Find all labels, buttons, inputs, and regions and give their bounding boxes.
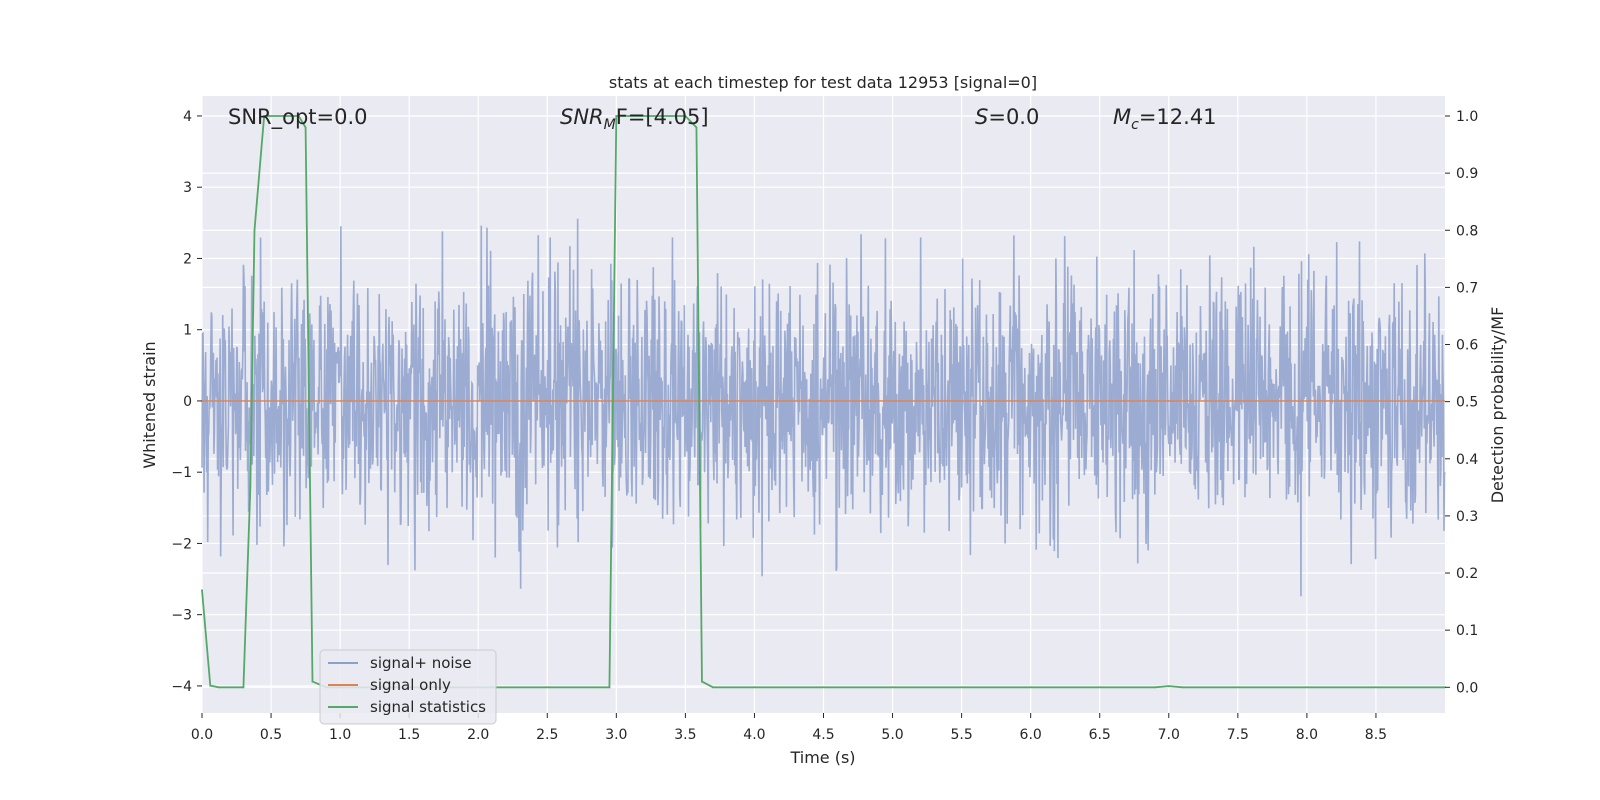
y-tick-label-right: 0.6	[1456, 338, 1478, 354]
legend: signal+ noise signal only signal statist…	[319, 649, 497, 725]
y-tick-label-left: 3	[183, 180, 192, 196]
statistics-point	[201, 589, 203, 592]
x-tick-label: 7.5	[1227, 727, 1249, 743]
legend-label-signal: signal only	[370, 676, 451, 694]
statistics-point	[712, 686, 714, 689]
legend-box	[319, 649, 497, 725]
chart-title: stats at each timestep for test data 129…	[609, 73, 1037, 92]
y-tick-label-left: 4	[183, 109, 192, 125]
y-tick-label-right: 0.0	[1456, 680, 1478, 696]
annotation-snr-mf: SNRMF=[4.05]	[560, 105, 709, 133]
statistics-point	[608, 686, 611, 689]
x-tick-label: 5.0	[881, 727, 903, 743]
x-tick-label: 6.5	[1089, 727, 1111, 743]
noise-line	[201, 218, 1446, 597]
annotations: SNR_opt=0.0 SNRMF=[4.05] S=0.0 Mc=12.41	[228, 105, 1217, 133]
statistics-point	[253, 229, 256, 232]
y-tick-label-left: −2	[171, 536, 192, 552]
x-axis-label: Time (s)	[789, 748, 855, 767]
y-ticks-right: 0.0 0.1 0.2 0.3 0.4 0.5 0.6 0.7 0.8 0.9 1.0	[1445, 109, 1478, 696]
legend-label-statistics: signal statistics	[370, 698, 486, 716]
x-tick-label: 4.5	[812, 727, 834, 743]
y-tick-label-right: 0.8	[1456, 223, 1478, 239]
x-tick-label: 6.0	[1020, 727, 1042, 743]
y-tick-label-right: 1.0	[1456, 109, 1478, 125]
statistics-point	[601, 686, 604, 689]
statistics-point	[304, 126, 307, 129]
statistics-point	[283, 115, 286, 117]
annotation-s: S=0.0	[975, 105, 1039, 129]
y-tick-label-right: 0.4	[1456, 452, 1478, 468]
y-tick-label-right: 0.3	[1456, 509, 1478, 525]
annotation-snr-opt: SNR_opt=0.0	[228, 105, 368, 130]
x-tick-label: 2.0	[467, 727, 489, 743]
statistics-point	[684, 115, 687, 117]
y-tick-label-right: 0.1	[1456, 623, 1478, 639]
y-tick-label-left: 0	[183, 394, 192, 410]
y-tick-label-left: −1	[171, 465, 192, 481]
x-tick-label: 2.5	[536, 727, 558, 743]
statistics-point	[695, 126, 698, 129]
y-tick-label-right: 0.2	[1456, 566, 1478, 582]
statistics-point	[1181, 686, 1184, 689]
y-tick-label-left: −3	[171, 608, 192, 624]
x-tick-label: 4.0	[743, 727, 765, 743]
x-tick-label: 7.0	[1158, 727, 1180, 743]
statistics-point	[1167, 685, 1170, 688]
x-tick-label: 8.5	[1365, 727, 1387, 743]
statistics-point	[311, 680, 314, 683]
x-tick-label: 3.0	[605, 727, 627, 743]
x-tick-label: 3.5	[674, 727, 696, 743]
x-tick-label: 8.0	[1296, 727, 1318, 743]
statistics-point	[753, 686, 756, 689]
y-tick-label-left: 1	[183, 323, 192, 339]
statistics-point	[615, 115, 618, 117]
statistics-point	[1154, 686, 1156, 689]
x-tick-label: 5.5	[950, 727, 972, 743]
statistics-point	[209, 684, 212, 687]
x-tick-label: 0.0	[191, 727, 213, 743]
y-tick-label-left: 2	[183, 251, 192, 267]
statistics-point	[701, 680, 703, 683]
statistics-point	[629, 115, 632, 117]
x-tick-label: 0.5	[260, 727, 282, 743]
statistics-point	[297, 115, 300, 117]
x-ticks: 0.0 0.5 1.0 1.5 2.0 2.5 3.0 3.5 4.0 4.5 5.0 5.5 6.0 6…	[191, 713, 1387, 743]
y-tick-label-right: 0.9	[1456, 166, 1478, 182]
x-tick-label: 1.0	[329, 727, 351, 743]
noise-series	[201, 218, 1446, 597]
statistics-point	[249, 486, 252, 489]
y-tick-label-right: 0.7	[1456, 280, 1478, 296]
y-tick-label-right: 0.5	[1456, 395, 1478, 411]
legend-label-noise: signal+ noise	[370, 654, 472, 672]
annotation-mc: Mc=12.41	[1113, 105, 1217, 133]
statistics-point	[217, 686, 220, 689]
statistics-point	[263, 115, 266, 117]
statistics-point	[242, 686, 245, 689]
y-axis-label-right: Detection probability/MF	[1488, 307, 1507, 504]
y-ticks-left: −4 −3 −2 −1 0 1 2 3 4	[171, 109, 202, 695]
x-tick-label: 1.5	[398, 727, 420, 743]
y-tick-label-left: −4	[171, 679, 192, 695]
y-axis-label-left: Whitened strain	[140, 341, 159, 468]
